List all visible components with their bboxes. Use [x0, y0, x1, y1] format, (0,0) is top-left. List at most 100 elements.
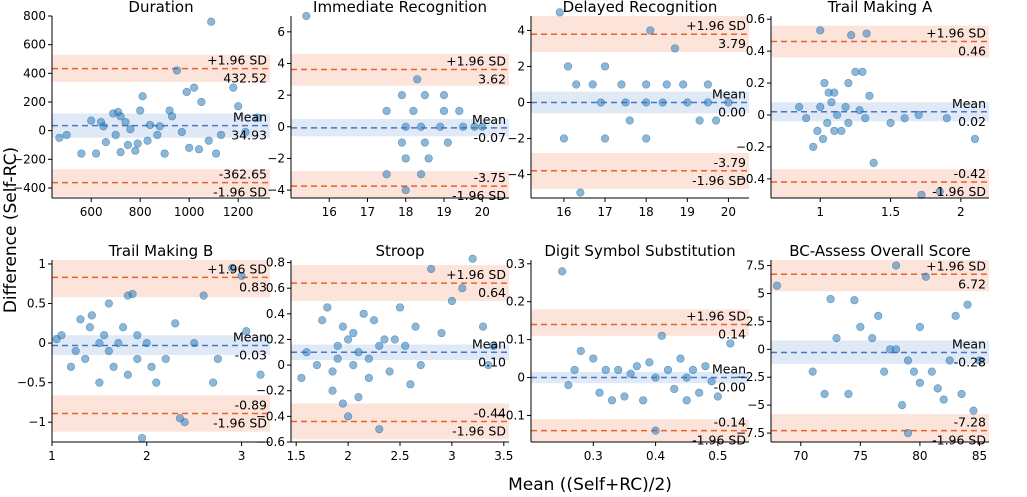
data-point: [397, 91, 407, 100]
data-point: [242, 327, 251, 336]
data-point: [850, 296, 859, 305]
lower-sd-value: -0.14: [714, 415, 746, 430]
data-point: [645, 358, 654, 367]
data-point: [109, 362, 118, 371]
data-point: [145, 120, 155, 130]
y-tick-label: 0.8: [266, 256, 285, 270]
data-point: [851, 67, 860, 76]
data-point: [707, 377, 716, 386]
x-tick-label: 80: [912, 449, 927, 463]
data-point: [642, 98, 651, 107]
data-point: [85, 323, 95, 332]
data-point: [114, 338, 123, 348]
data-point: [695, 388, 704, 397]
data-point: [858, 67, 867, 76]
lower-sd-value: -0.89: [235, 398, 267, 413]
data-point: [837, 126, 846, 136]
data-point: [297, 373, 306, 383]
data-point: [427, 264, 436, 274]
data-point: [670, 384, 679, 394]
data-point: [489, 341, 498, 350]
upper-sd-label: +1.96 SD: [446, 267, 506, 282]
data-point: [116, 148, 125, 157]
x-tick-label: 19: [680, 205, 695, 219]
y-tick-label: 0: [757, 108, 765, 122]
data-point: [662, 80, 671, 89]
data-point: [830, 126, 839, 136]
data-point: [711, 116, 721, 125]
mean-band: [291, 118, 509, 137]
upper-sd-value: 3.79: [718, 36, 746, 51]
data-point: [385, 367, 394, 376]
data-point: [167, 112, 177, 121]
y-tick-label: 200: [23, 95, 46, 109]
data-point: [642, 134, 651, 143]
mean-label: Mean: [472, 112, 506, 127]
data-point: [620, 392, 629, 401]
data-point: [478, 322, 488, 331]
x-tick-label: 20: [475, 205, 490, 219]
data-point: [172, 66, 182, 75]
data-point: [338, 322, 348, 331]
data-point: [865, 91, 874, 100]
data-point: [420, 138, 429, 147]
data-point: [123, 370, 132, 379]
data-point: [212, 149, 221, 158]
lower-sd-label: -1.96 SD: [213, 185, 267, 200]
data-point: [935, 187, 944, 196]
data-point: [816, 26, 825, 35]
y-tick-label: 400: [23, 66, 46, 80]
panel-6: Stroop +1.96 SD 0.64 Mean 0.10 -0.44 -1.96 SD −…: [256, 242, 513, 463]
data-point: [123, 140, 133, 150]
data-point: [411, 322, 420, 331]
mean-label: Mean: [712, 86, 746, 101]
data-point: [927, 367, 936, 376]
panel-title: Immediate Recognition: [313, 0, 487, 16]
data-point: [701, 362, 710, 371]
mean-value: 0.10: [478, 354, 506, 369]
upper-sd-value: 0.83: [239, 279, 267, 294]
x-tick-label: 16: [322, 205, 337, 219]
data-point: [401, 122, 410, 131]
data-point: [809, 142, 818, 152]
data-point: [869, 158, 878, 167]
data-point: [658, 98, 667, 107]
data-point: [607, 396, 617, 405]
data-point: [354, 348, 363, 357]
data-point: [939, 395, 948, 404]
y-tick-label: 2: [517, 59, 525, 73]
lower-sd-label: -1.96 SD: [692, 173, 746, 188]
data-point: [917, 190, 926, 199]
data-point: [99, 122, 108, 131]
y-tick-label: −4: [507, 168, 525, 182]
data-point: [76, 315, 85, 324]
data-point: [826, 294, 835, 304]
data-point: [302, 348, 311, 357]
data-point: [57, 331, 66, 340]
panel-1: Duration +1.96 SD 432.52 Mean 34.93 -362.65 -1…: [13, 0, 270, 219]
data-point: [632, 362, 641, 371]
mean-label: Mean: [712, 362, 746, 377]
data-point: [91, 149, 101, 158]
data-point: [375, 341, 384, 350]
upper-sd-label: +1.96 SD: [207, 261, 267, 276]
y-tick-label: −0.5: [17, 376, 46, 390]
data-point: [137, 433, 147, 443]
data-point: [369, 316, 379, 325]
y-tick-label: 0.4: [266, 307, 285, 321]
data-point: [138, 92, 147, 101]
data-point: [844, 389, 853, 399]
data-point: [62, 130, 71, 140]
data-point: [328, 367, 337, 376]
panels-container: Duration+1.96 SD432.52Mean34.93-362.65-1…: [13, 0, 989, 463]
x-tick-label: 800: [129, 205, 152, 219]
data-point: [868, 334, 877, 343]
data-point: [359, 309, 368, 318]
data-point: [726, 339, 735, 348]
panel-3: Delayed Recognition +1.96 SD 3.79 Mean 0.00 -…: [507, 0, 749, 219]
data-point: [903, 428, 913, 438]
data-point: [886, 118, 895, 128]
data-point: [455, 106, 464, 116]
data-point: [256, 370, 265, 379]
data-point: [459, 122, 468, 131]
